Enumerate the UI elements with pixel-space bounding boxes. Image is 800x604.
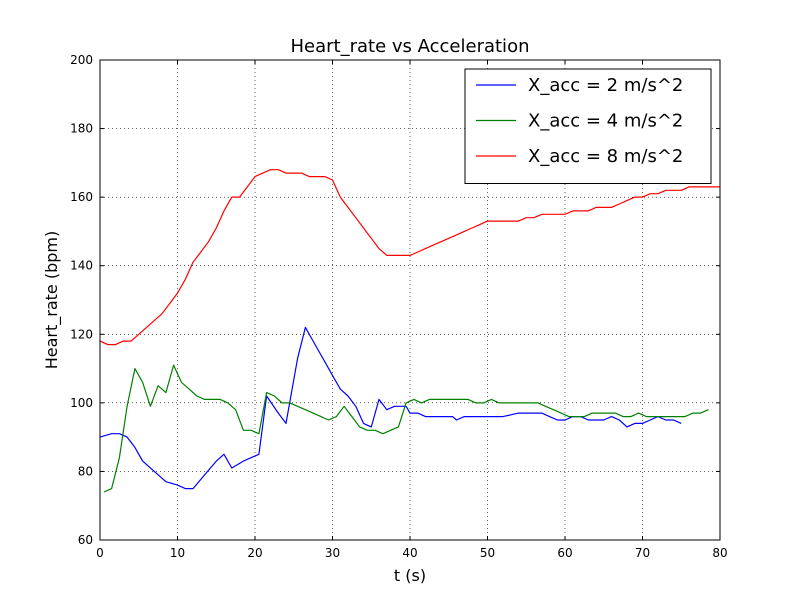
x-axis-label: t (s) <box>394 566 426 585</box>
series-line-2 <box>103 364 709 493</box>
y-tick-label: 120 <box>70 327 93 341</box>
legend: X_acc = 2 m/s^2 X_acc = 4 m/s^2 X_acc = 8 … <box>464 68 712 184</box>
y-tick-label: 60 <box>78 533 93 547</box>
x-tick-label: 80 <box>712 546 727 560</box>
chart-title: Heart_rate vs Acceleration <box>291 36 530 57</box>
x-tick-label: 30 <box>325 546 340 560</box>
series-line-1 <box>99 326 682 490</box>
y-tick-label: 100 <box>70 396 93 410</box>
series-layer <box>99 169 720 493</box>
x-tick-label: 10 <box>170 546 185 560</box>
x-tick-label: 50 <box>480 546 495 560</box>
x-tick-label: 70 <box>635 546 650 560</box>
y-tick-label: 180 <box>70 122 93 136</box>
legend-box <box>464 68 712 184</box>
x-tick-label: 0 <box>96 546 104 560</box>
x-tick-label: 40 <box>402 546 417 560</box>
x-tick-label: 20 <box>247 546 262 560</box>
series-line-3 <box>99 169 720 346</box>
tick-layer: 0 10 20 30 40 50 60 70 80 60 80 100 120 140 160 180 200 <box>70 53 728 560</box>
y-tick-label: 160 <box>70 190 93 204</box>
legend-label-2: X_acc = 4 m/s^2 <box>528 111 683 132</box>
y-tick-label: 80 <box>78 464 93 478</box>
y-axis-label: Heart_rate (bpm) <box>42 231 62 370</box>
legend-label-1: X_acc = 2 m/s^2 <box>528 75 683 96</box>
y-tick-label: 200 <box>70 53 93 67</box>
y-tick-label: 140 <box>70 259 93 273</box>
x-tick-label: 60 <box>557 546 572 560</box>
legend-label-3: X_acc = 8 m/s^2 <box>528 146 683 167</box>
